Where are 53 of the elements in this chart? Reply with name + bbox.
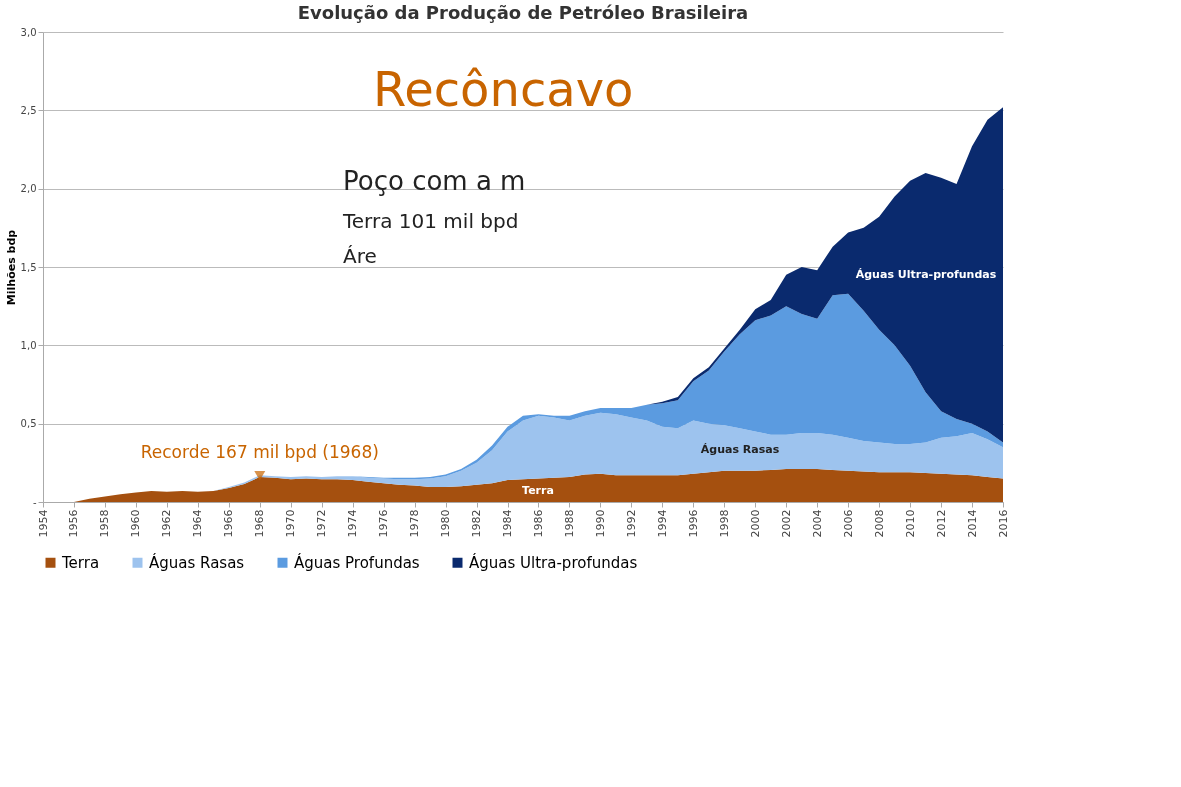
x-tick-label: 2010	[903, 509, 917, 538]
y-tick-label: 1,5	[20, 261, 37, 273]
x-tick-label: 1958	[98, 509, 112, 538]
annotation: Poço com a m	[343, 166, 526, 196]
x-tick-label: 1994	[655, 509, 669, 538]
x-tick-label: 2012	[934, 509, 948, 538]
legend-label: Águas Rasas	[149, 552, 245, 572]
legend-label: Águas Ultra-profundas	[469, 552, 638, 572]
x-tick-label: 1976	[377, 509, 391, 538]
annotation: Terra	[522, 484, 554, 497]
x-tick-label: 1978	[408, 509, 422, 538]
x-tick-label: 1968	[253, 509, 267, 538]
y-tick-label: 1,0	[20, 339, 37, 351]
x-tick-label: 1974	[346, 509, 360, 538]
y-tick-label: 3,0	[20, 26, 37, 38]
x-tick-label: 1970	[284, 509, 298, 538]
x-tick-label: 2004	[810, 509, 824, 538]
x-tick-label: 2000	[748, 509, 762, 538]
legend-label: Terra	[61, 553, 100, 572]
x-tick-label: 1992	[624, 509, 638, 538]
x-tick-label: 1960	[129, 509, 143, 538]
y-tick-label: -	[32, 496, 37, 508]
x-tick-label: 1990	[593, 509, 607, 538]
x-tick-label: 2006	[841, 509, 855, 538]
x-tick-label: 1980	[439, 509, 453, 538]
annotation: Águas Rasas	[700, 443, 780, 456]
chart-title: Evolução da Produção de Petróleo Brasileira	[297, 2, 749, 23]
x-tick-label: 1988	[562, 509, 576, 538]
x-tick-label: 1982	[470, 509, 484, 538]
x-tick-label: 1962	[160, 509, 174, 538]
x-tick-label: 1972	[315, 509, 329, 538]
annotation: Águas Ultra-profundas	[855, 268, 997, 281]
y-tick-label: 2,0	[20, 183, 37, 195]
x-tick-label: 1996	[686, 509, 700, 538]
y-tick-label: 2,5	[20, 104, 37, 116]
y-axis-title: Milhões bdp	[4, 229, 18, 306]
annotation: Recôncavo	[373, 61, 634, 117]
x-tick-label: 2002	[779, 509, 793, 538]
x-tick-label: 1964	[191, 509, 205, 538]
annotation: Terra 101 mil bpd	[342, 209, 519, 233]
x-tick-label: 1966	[222, 509, 236, 538]
legend-label: Águas Profundas	[294, 552, 420, 572]
x-tick-label: 1954	[36, 509, 50, 538]
x-tick-label: 2008	[872, 509, 886, 538]
x-tick-label: 1998	[717, 509, 731, 538]
annotation: Áre	[343, 244, 377, 268]
x-tick-label: 1984	[501, 509, 515, 538]
x-tick-label: 1986	[531, 509, 545, 538]
x-tick-label: 2016	[996, 509, 1010, 538]
x-tick-label: 2014	[965, 509, 979, 538]
annotation: Recorde 167 mil bpd (1968)	[140, 441, 379, 462]
x-tick-label: 1956	[67, 509, 81, 538]
y-tick-label: 0,5	[20, 418, 37, 430]
